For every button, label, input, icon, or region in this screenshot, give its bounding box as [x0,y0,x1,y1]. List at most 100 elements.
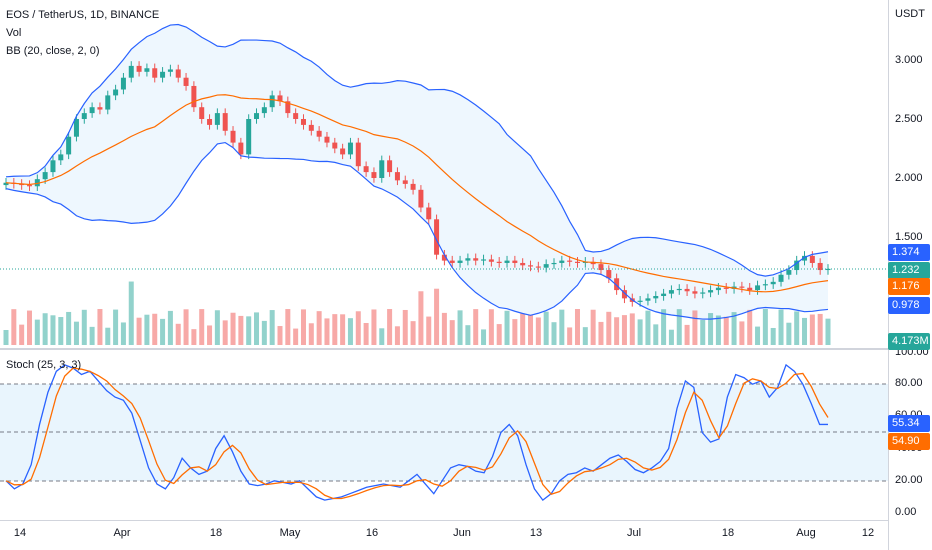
volume-bar [543,311,549,345]
candle-body [324,136,330,143]
volume-bar [434,288,440,345]
candle-body [238,142,244,155]
volume-bar [371,309,377,345]
candle-body [434,219,440,255]
bb-band-fill [6,24,828,320]
candle-body [371,172,377,178]
symbol-legend[interactable]: EOS / TetherUS, 1D, BINANCE [6,9,160,21]
volume-bar [700,319,706,345]
stoch-tick: 0.00 [895,506,917,518]
volume-bar [19,324,25,345]
volume-bar [723,316,729,345]
volume-bar [715,315,721,345]
volume-bar [410,321,416,345]
volume-bar [535,317,541,345]
candle-body [254,113,260,119]
candle-body [379,160,385,178]
volume-bar [332,314,338,345]
candle-body [387,160,393,173]
candle-body [457,260,463,263]
candle-body [504,260,510,263]
candle-body [496,261,502,263]
candle-body [261,107,267,114]
bb-fill [6,24,828,320]
candle-body [723,287,729,289]
candle-body [308,124,314,131]
candle-body [614,278,620,291]
candle-body [167,69,173,72]
candle-body [449,260,455,263]
volume-bar [120,322,126,345]
volume-bar [73,321,79,345]
volume-bar [42,313,48,345]
volume-bar [614,317,620,345]
volume-bar [308,323,314,345]
candle-body [300,119,306,125]
candle-body [34,179,40,187]
candle-body [426,207,432,220]
volume-bar [222,320,228,345]
stoch-d-line [5,367,829,500]
volume-legend[interactable]: Vol [6,27,22,39]
candle-body [363,166,369,173]
stoch-k-line [5,363,828,502]
bb-legend[interactable]: BB (20, close, 2, 0) [6,45,100,57]
bb-upper-line [5,23,829,277]
volume-bar [316,311,322,345]
candle-body [528,265,534,267]
bb-lines [5,23,829,320]
candle-body [293,113,299,119]
candle-body [160,71,166,78]
volume-bar [465,325,471,345]
candle-body [488,259,494,262]
volume-bar [214,310,220,345]
volume-bar [457,310,463,345]
time-tick: Jun [453,527,471,539]
volume-bar [347,318,353,345]
last-price-badge: 1.232 [888,262,930,279]
volume-bar [520,313,526,345]
candle-body [394,172,400,181]
candle-body [50,160,56,173]
volume-bar [363,323,369,345]
bb-upper-badge: 1.374 [888,244,930,261]
pane-separator[interactable] [0,348,888,350]
stoch-legend[interactable]: Stoch (25, 3, 3) [6,359,82,371]
candle-body [418,189,424,208]
volume-bar [113,309,119,345]
candle-body [747,287,753,291]
volume-bar [488,309,494,345]
candle-body [120,77,126,90]
volume-bar [191,329,197,345]
candle-body [668,290,674,294]
bb-basis-line [5,94,829,293]
candle-body [230,130,236,143]
volume-bar [144,314,150,345]
volume-bar [394,326,400,345]
volume-bar [598,321,604,345]
volume-bar [379,328,385,345]
volume-bar [199,309,205,345]
candle-body [441,254,447,261]
candle-body [676,288,682,291]
volume-bar [387,309,393,345]
volume-bar [802,317,808,345]
volume-bar [809,314,815,345]
volume-bar [136,317,142,345]
volume-bar [661,309,667,345]
time-tick: 12 [861,527,875,539]
time-tick: 14 [13,527,27,539]
volume-bar [300,309,306,345]
volume-bar [653,324,659,345]
volume-bar [481,329,487,345]
candle-body [66,136,72,155]
volume-bar [81,309,87,345]
candle-body [113,89,119,96]
volume-bar [34,319,40,345]
candle-body [473,258,479,261]
candle-body [42,172,48,180]
volume-bar [708,313,714,345]
candle-body [199,107,205,119]
volume-bar [629,313,635,345]
